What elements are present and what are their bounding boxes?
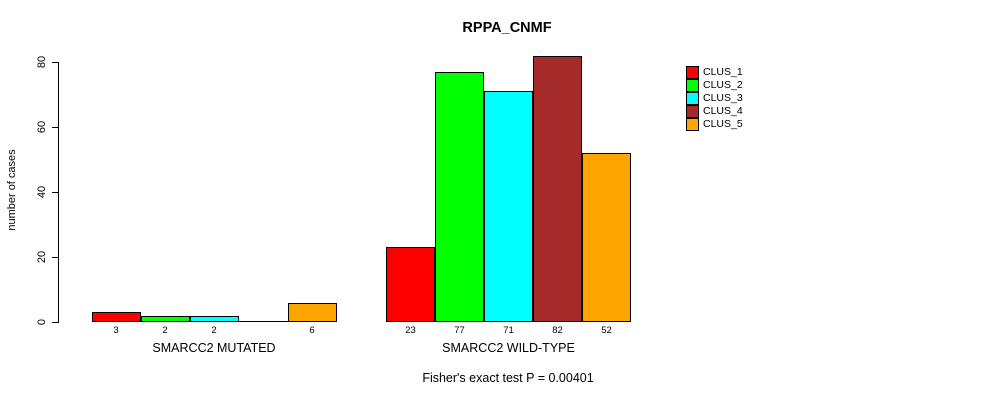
legend-swatch-clus_3 [686,92,699,105]
bar-clus_1-group2 [386,247,435,322]
legend-label: CLUS_4 [703,105,743,117]
legend-swatch-clus_4 [686,105,699,118]
bar-clus_2-group1 [140,315,190,322]
legend-label: CLUS_2 [703,79,743,91]
bar-clus_3-group1 [189,315,239,322]
bar-value-label: 2 [162,325,168,336]
bar-value-label: 82 [552,325,563,336]
bar-clus_1-group1 [91,312,141,322]
y-tick-mark [52,61,58,63]
y-axis-line [58,62,59,323]
bar-value-label: 6 [309,325,315,336]
group-label: SMARCC2 MUTATED [152,341,276,355]
bar-value-label: 77 [454,325,465,336]
bar-value-label: 2 [211,325,217,336]
y-axis-title: number of cases [6,149,18,231]
bar-clus_5-group1 [287,302,337,322]
bar-value-label: 3 [113,325,119,336]
y-tick-label: 0 [36,318,48,326]
y-tick-mark [52,126,58,128]
y-tick-mark [52,191,58,193]
bar-value-label: 71 [503,325,514,336]
bar-clus_2-group2 [435,71,484,322]
y-tick-label: 40 [36,185,48,199]
bar-value-label: 52 [601,325,612,336]
legend-label: CLUS_3 [703,92,743,104]
legend-swatch-clus_5 [686,118,699,131]
bar-value-label: 23 [405,325,416,336]
y-tick-label: 80 [36,55,48,69]
fisher-test-annotation: Fisher's exact test P = 0.00401 [422,371,594,385]
legend-label: CLUS_1 [703,66,743,78]
legend-label: CLUS_5 [703,118,743,130]
bar-clus_3-group2 [484,91,533,322]
legend-swatch-clus_1 [686,66,699,79]
chart-title: RPPA_CNMF [462,20,552,36]
y-tick-mark [52,256,58,258]
y-tick-label: 60 [36,120,48,134]
bar-clus_4-group2 [533,55,582,322]
y-tick-label: 20 [36,250,48,264]
bar-clus_4-zero [238,321,288,322]
group-label: SMARCC2 WILD-TYPE [442,341,575,355]
legend-swatch-clus_2 [686,79,699,92]
bar-clus_5-group2 [582,153,631,322]
y-tick-mark [52,321,58,323]
